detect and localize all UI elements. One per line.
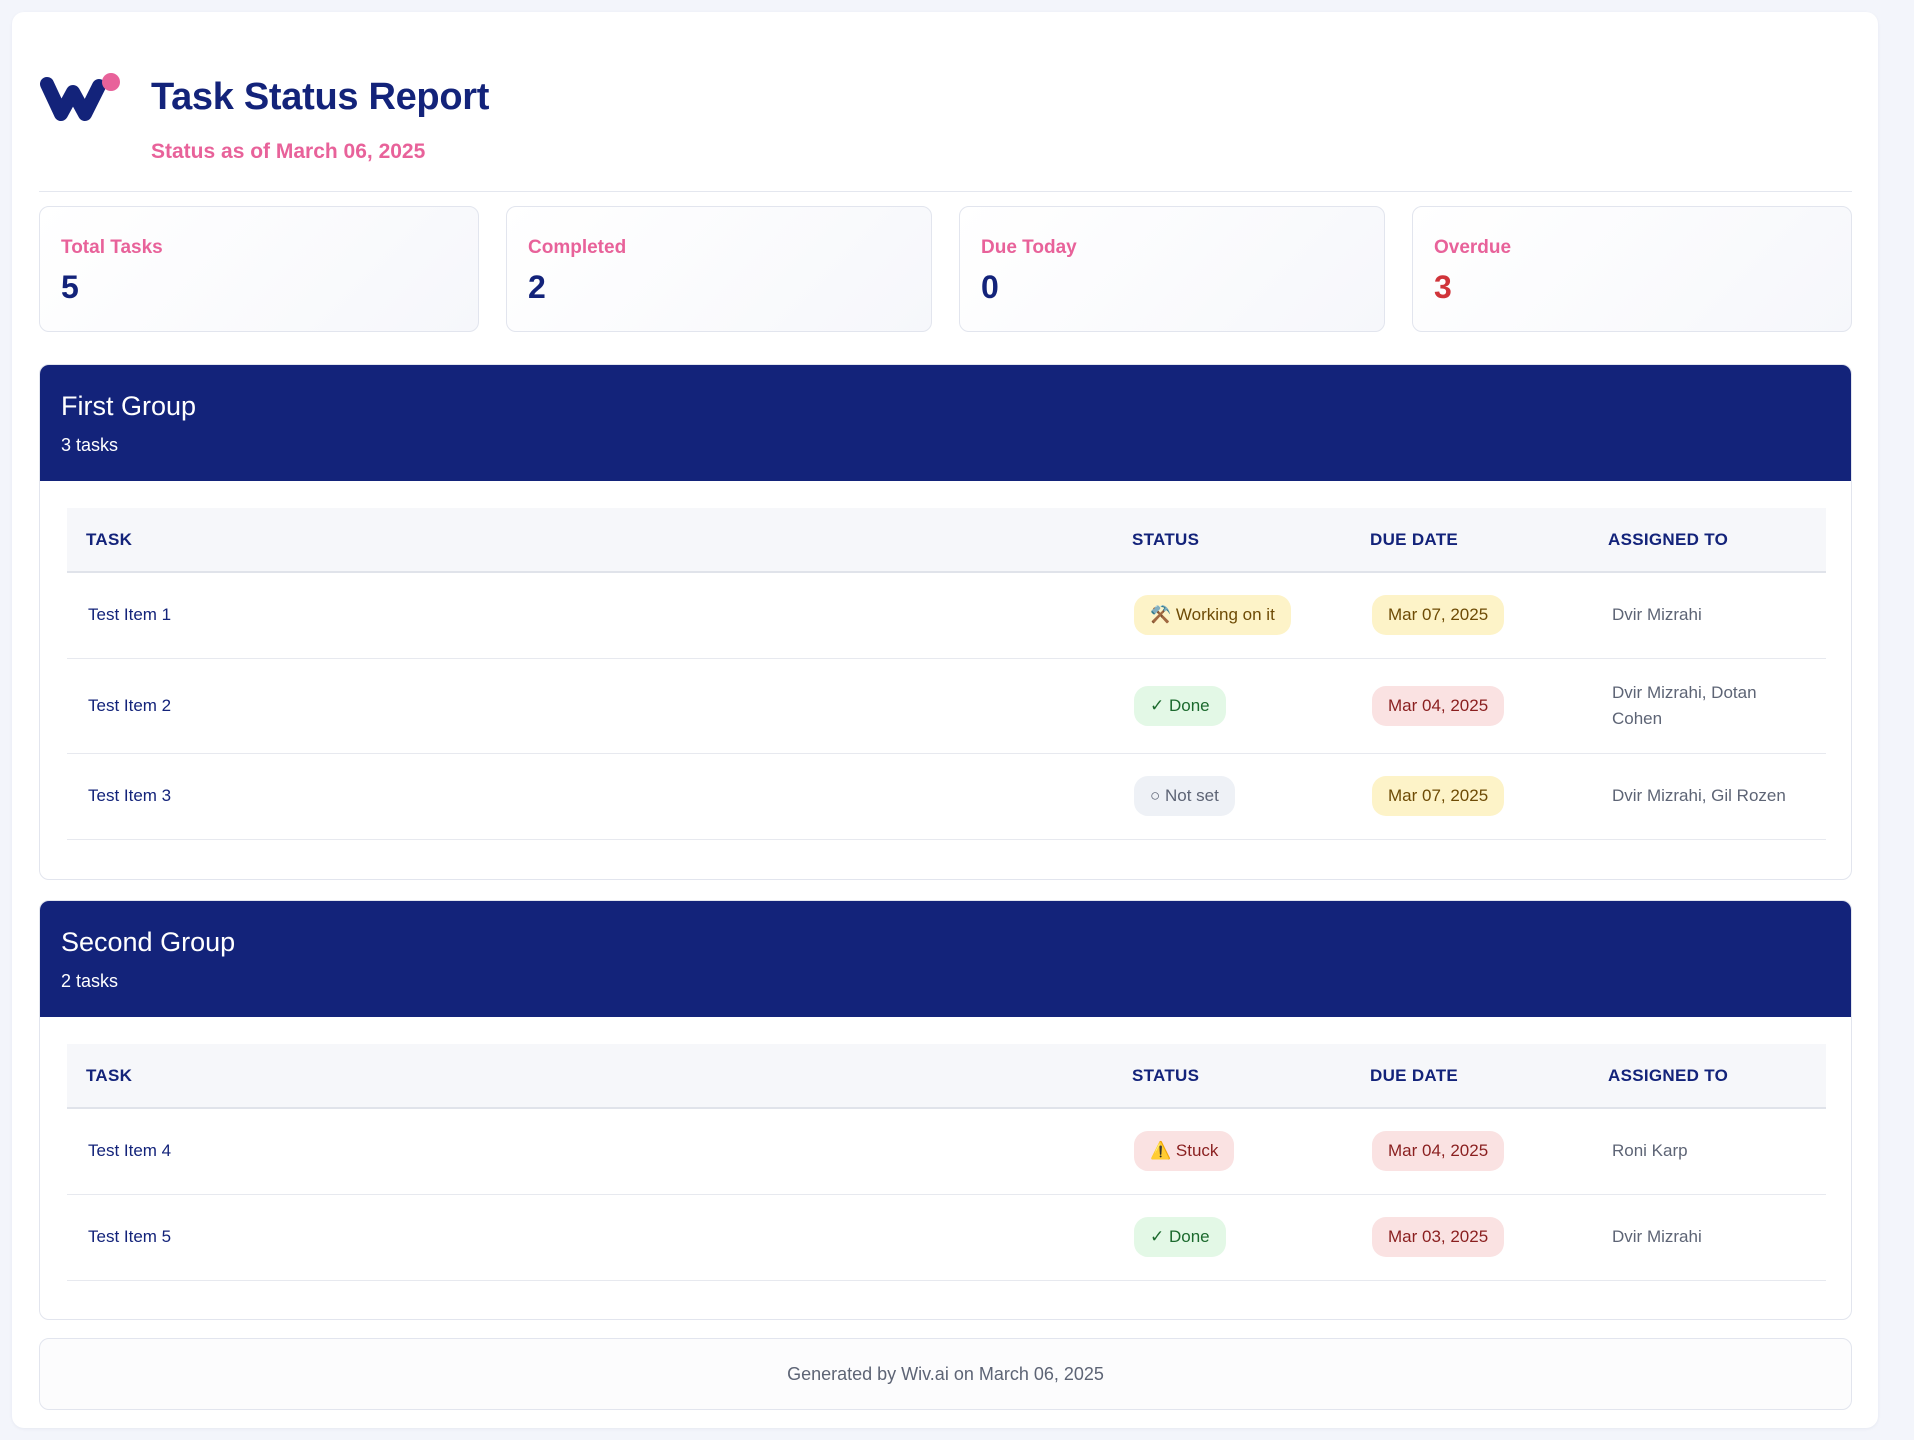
assignee: Dvir Mizrahi	[1589, 1194, 1826, 1281]
table-header-row: TASK STATUS DUE DATE ASSIGNED TO	[67, 1044, 1826, 1108]
task-name: Test Item 1	[67, 572, 1113, 659]
due-date-badge: Mar 07, 2025	[1372, 776, 1505, 816]
stat-value: 2	[528, 269, 546, 305]
status-badge: ⚒️ Working on it	[1134, 595, 1291, 636]
status-badge: ○ Not set	[1134, 776, 1235, 816]
page-title: Task Status Report	[151, 76, 490, 118]
table-row[interactable]: Test Item 3 ○ Not set Mar 07, 2025 Dvir …	[67, 753, 1826, 840]
assignee: Dvir Mizrahi, Dotan Cohen	[1589, 658, 1826, 754]
due-date-badge: Mar 04, 2025	[1372, 685, 1505, 726]
task-table: TASK STATUS DUE DATE ASSIGNED TO Test It…	[67, 1044, 1826, 1281]
task-name: Test Item 5	[67, 1194, 1113, 1281]
stat-value: 0	[981, 269, 999, 305]
stat-label: Due Today	[981, 237, 1077, 258]
table-header-row: TASK STATUS DUE DATE ASSIGNED TO	[67, 508, 1826, 572]
report-footer: Generated by Wiv.ai on March 06, 2025	[39, 1338, 1852, 1410]
due-date-badge: Mar 04, 2025	[1372, 1131, 1505, 1172]
report-header: Task Status Report Status as of March 06…	[39, 60, 1852, 192]
stat-label: Completed	[528, 237, 627, 258]
due-date-badge: Mar 03, 2025	[1372, 1217, 1505, 1257]
task-table: TASK STATUS DUE DATE ASSIGNED TO Test It…	[67, 508, 1826, 840]
task-name: Test Item 3	[67, 753, 1113, 840]
stat-card-total: Total Tasks 5	[39, 206, 479, 332]
status-badge: ✓ Done	[1134, 685, 1226, 726]
assignee: Dvir Mizrahi, Gil Rozen	[1589, 753, 1826, 840]
group-second: Second Group 2 tasks TASK STATUS DUE DAT…	[39, 900, 1852, 1320]
table-row[interactable]: Test Item 4 ⚠️ Stuck Mar 04, 2025 Roni K…	[67, 1108, 1826, 1195]
table-row[interactable]: Test Item 5 ✓ Done Mar 03, 2025 Dvir Miz…	[67, 1194, 1826, 1281]
stat-label: Total Tasks	[61, 237, 163, 258]
due-date-badge: Mar 07, 2025	[1372, 595, 1505, 636]
status-badge: ✓ Done	[1134, 1217, 1226, 1257]
column-header-due-date: DUE DATE	[1370, 1065, 1459, 1085]
status-badge: ⚠️ Stuck	[1134, 1131, 1235, 1172]
stat-card-completed: Completed 2	[506, 206, 932, 332]
stat-card-due-today: Due Today 0	[959, 206, 1385, 332]
group-task-count: 2 tasks	[61, 971, 119, 991]
status-date: Status as of March 06, 2025	[151, 140, 426, 163]
table-row[interactable]: Test Item 2 ✓ Done Mar 04, 2025 Dvir Miz…	[67, 658, 1826, 754]
column-header-status: STATUS	[1132, 1065, 1200, 1085]
group-first: First Group 3 tasks TASK STATUS DUE DATE…	[39, 364, 1852, 880]
column-header-status: STATUS	[1132, 529, 1200, 549]
group-header: Second Group 2 tasks	[40, 901, 1851, 1017]
group-title: Second Group	[61, 927, 236, 957]
column-header-assigned-to: ASSIGNED TO	[1608, 1065, 1729, 1085]
wiv-logo-icon	[40, 73, 120, 121]
group-header: First Group 3 tasks	[40, 365, 1851, 481]
assignee: Roni Karp	[1589, 1108, 1826, 1195]
task-name: Test Item 2	[67, 658, 1113, 754]
column-header-task: TASK	[86, 529, 133, 549]
group-title: First Group	[61, 391, 197, 421]
column-header-task: TASK	[86, 1065, 133, 1085]
report-page: Task Status Report Status as of March 06…	[12, 12, 1878, 1428]
group-task-count: 3 tasks	[61, 435, 119, 455]
stat-card-overdue: Overdue 3	[1412, 206, 1852, 332]
table-row[interactable]: Test Item 1 ⚒️ Working on it Mar 07, 202…	[67, 572, 1826, 659]
stat-value: 3	[1434, 269, 1452, 305]
column-header-assigned-to: ASSIGNED TO	[1608, 529, 1729, 549]
task-name: Test Item 4	[67, 1108, 1113, 1195]
stat-value: 5	[61, 269, 79, 305]
assignee: Dvir Mizrahi	[1589, 572, 1826, 659]
stat-label: Overdue	[1434, 237, 1512, 258]
column-header-due-date: DUE DATE	[1370, 529, 1459, 549]
